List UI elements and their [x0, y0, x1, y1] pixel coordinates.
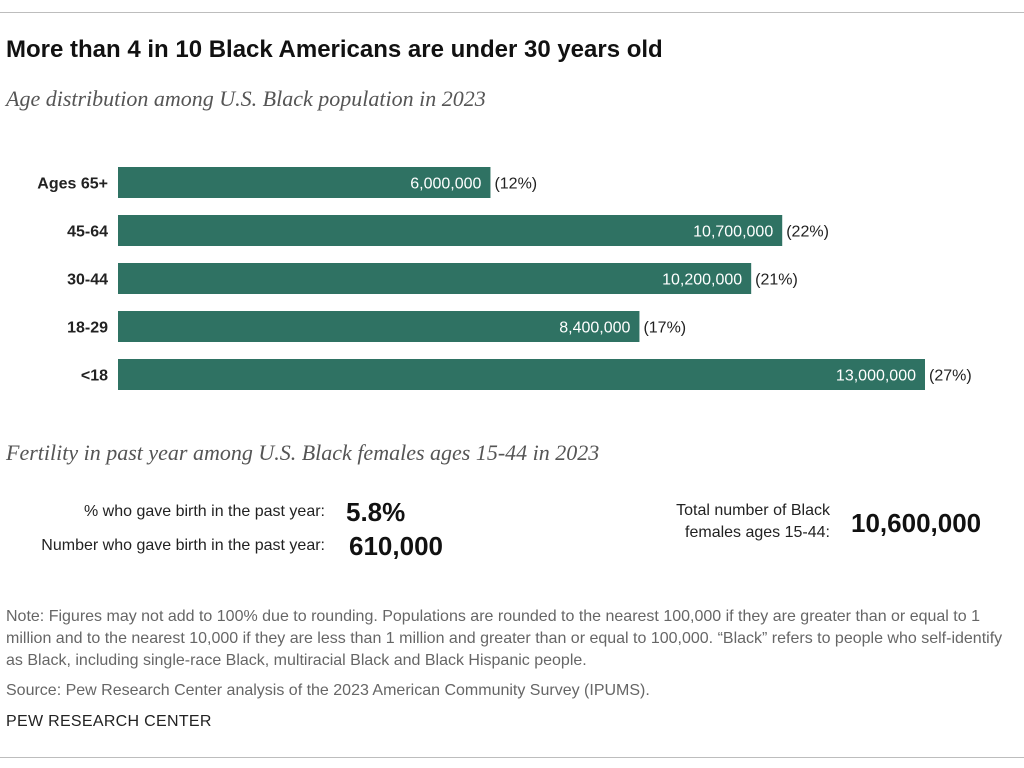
value-label: 8,400,000: [559, 320, 630, 337]
bar: [118, 167, 491, 198]
category-label: 30-44: [67, 272, 108, 289]
pew-research-center-logo: PEW RESEARCH CENTER: [6, 713, 212, 730]
chart-title: More than 4 in 10 Black Americans are un…: [6, 36, 663, 63]
total-females-label: Total number of Black females ages 15-44…: [676, 500, 830, 544]
category-label: 18-29: [67, 320, 108, 337]
chart-source: Source: Pew Research Center analysis of …: [6, 682, 650, 699]
percent-label: (17%): [643, 320, 686, 337]
bar: [118, 263, 752, 294]
age-distribution-bar-chart: Ages 65+ 6,000,000 (12%) 45-64 10,700,000 (22…: [37, 167, 972, 390]
chart-note: Note: Figures may not add to 100% due to…: [6, 608, 1003, 669]
total-females-label-line2: females ages 15-44:: [685, 524, 830, 541]
birth-number-label: Number who gave birth in the past year:: [41, 537, 325, 554]
bottom-rule: [0, 757, 1024, 758]
chart-subtitle: Age distribution among U.S. Black popula…: [6, 86, 486, 111]
fertility-heading: Fertility in past year among U.S. Black …: [6, 440, 600, 465]
top-rule: [0, 12, 1024, 13]
percent-label: (27%): [929, 368, 972, 385]
value-label: 6,000,000: [410, 176, 481, 193]
total-females-value: 10,600,000: [851, 508, 982, 538]
bar: [118, 311, 640, 342]
bar: [118, 215, 783, 246]
total-females-label-line1: Total number of Black: [676, 502, 830, 519]
value-label: 10,200,000: [662, 272, 742, 289]
category-label: <18: [81, 368, 108, 385]
value-label: 10,700,000: [693, 224, 773, 241]
percent-label: (12%): [494, 176, 537, 193]
value-label: 13,000,000: [836, 368, 916, 385]
bar: [118, 359, 925, 390]
category-label: 45-64: [67, 224, 108, 241]
birth-percent-label: % who gave birth in the past year:: [83, 503, 325, 520]
birth-number-value: 610,000: [349, 531, 443, 561]
category-label: Ages 65+: [37, 176, 108, 193]
percent-label: (21%): [755, 272, 798, 289]
percent-label: (22%): [786, 224, 829, 241]
birth-percent-value: 5.8%: [346, 497, 406, 527]
